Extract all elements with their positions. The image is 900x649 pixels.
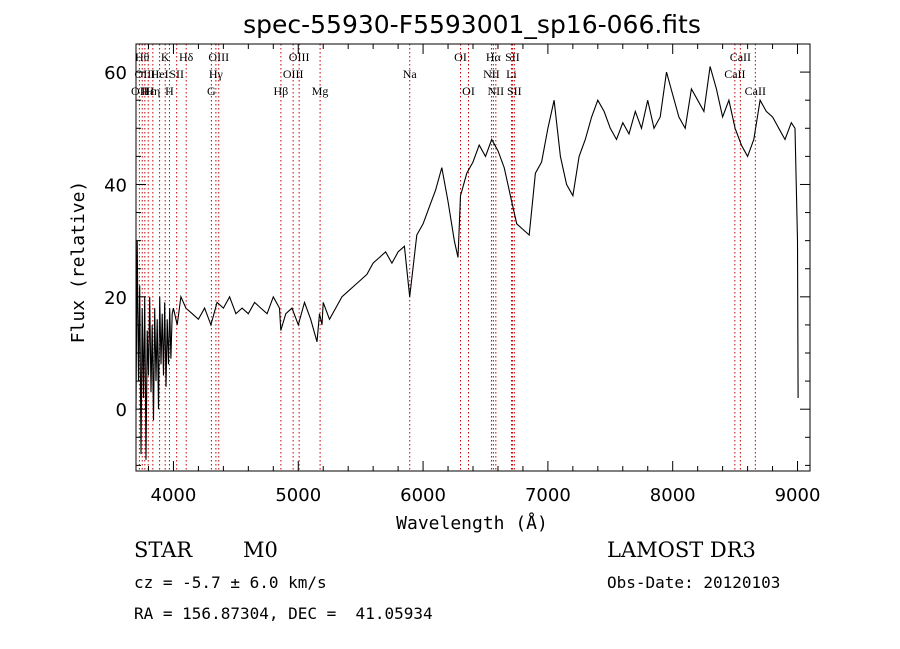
line-label-11: Hγ [209, 67, 224, 81]
line-label-22: NII [488, 84, 505, 98]
y-tick-label-2: 40 [104, 175, 127, 196]
line-label-5: HeI [151, 67, 169, 81]
spectrum-series-line [135, 66, 799, 460]
line-label-12: OIII [208, 50, 229, 64]
line-label-4: Hη [145, 84, 160, 98]
line-label-19: OI [462, 84, 475, 98]
line-markers [138, 44, 756, 471]
x-tick-label-4: 8000 [650, 485, 696, 506]
line-label-18: OI [454, 50, 467, 64]
line-label-17: Na [403, 67, 418, 81]
line-label-10: G [207, 84, 216, 98]
line-label-25: SII [507, 84, 522, 98]
line-label-23: Li [506, 67, 517, 81]
line-label-13: Hβ [274, 84, 289, 98]
x-axis-label: Wavelength (Å) [396, 512, 548, 534]
plot-frame [135, 43, 811, 472]
line-label-28: CaII [745, 84, 766, 98]
redshift-text: cz = -5.7 ± 6.0 km/s [134, 573, 327, 592]
line-label-14: OIII [283, 67, 304, 81]
line-label-24: SII [505, 50, 520, 64]
line-label-26: CaII [724, 67, 745, 81]
x-tick-label-3: 7000 [525, 485, 571, 506]
y-tick-label-3: 60 [104, 63, 127, 84]
line-label-21: Hα [486, 50, 502, 64]
chart-title: spec-55930-F5593001_sp16-066.fits [243, 10, 701, 39]
line-label-8: SII [169, 67, 184, 81]
line-label-7: H [165, 84, 174, 98]
object-class: STAR [134, 538, 193, 562]
line-label-2: OIII [135, 67, 156, 81]
line-label-0: OII [131, 84, 148, 98]
line-label-16: Mg [312, 84, 329, 98]
coordinates-text: RA = 156.87304, DEC = 41.05934 [134, 604, 433, 623]
x-tick-label-2: 6000 [400, 485, 446, 506]
y-axis-label: Flux (relative) [68, 181, 89, 344]
x-tick-label-1: 5000 [275, 485, 321, 506]
line-label-9: Hδ [179, 50, 194, 64]
y-axis: 0 20 40 60 [104, 43, 810, 466]
line-label-20: NII [483, 67, 500, 81]
object-subclass: M0 [243, 538, 278, 562]
line-label-3: Hε [141, 84, 155, 98]
obs-date-text: Obs-Date: 20120103 [607, 573, 781, 592]
line-label-27: CaII [730, 50, 751, 64]
line-label-15: OIII [289, 50, 310, 64]
x-tick-label-0: 4000 [151, 485, 197, 506]
x-tick-label-5: 9000 [775, 485, 821, 506]
survey-name: LAMOST DR3 [607, 538, 756, 562]
y-tick-label-1: 20 [104, 288, 127, 309]
y-tick-label-0: 0 [116, 400, 127, 421]
line-label-6: K [161, 50, 170, 64]
x-axis: 4000 5000 6000 7000 8000 9000 [147, 44, 821, 506]
line-label-1: Hθ [135, 50, 150, 64]
